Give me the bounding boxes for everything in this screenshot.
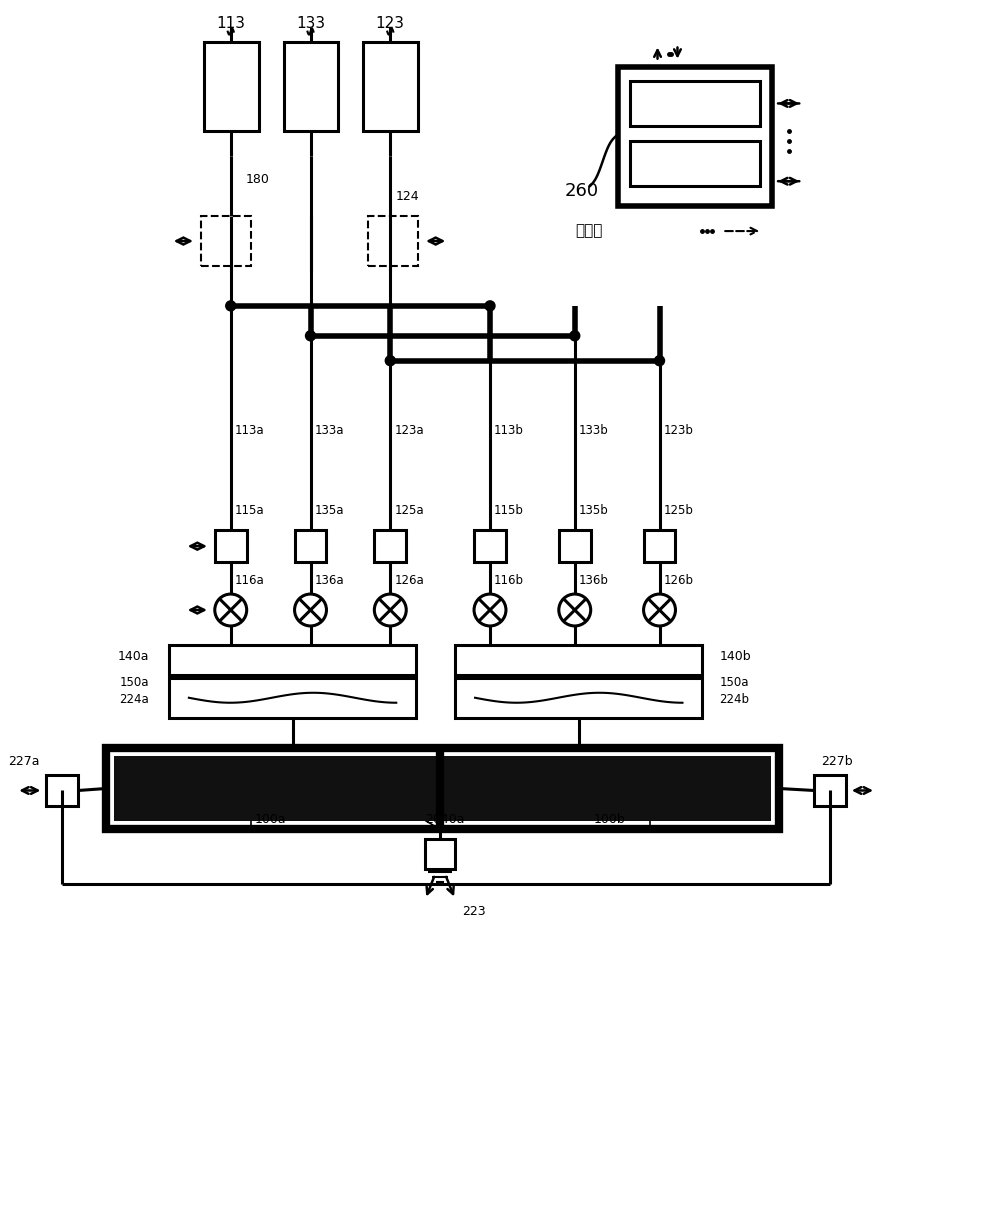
Text: 115b: 115b: [494, 504, 523, 516]
Text: 2040a: 2040a: [425, 813, 464, 825]
Circle shape: [294, 595, 327, 626]
Text: 信号線: 信号線: [575, 223, 602, 238]
Text: 150a: 150a: [119, 676, 149, 690]
Text: 135a: 135a: [315, 504, 344, 516]
Bar: [201, 216, 251, 266]
Bar: [374, 530, 406, 562]
Text: 126a: 126a: [395, 574, 424, 586]
Text: 125a: 125a: [395, 504, 424, 516]
Circle shape: [644, 595, 675, 626]
Bar: [106, 747, 779, 829]
Bar: [425, 839, 456, 869]
Text: 150a: 150a: [719, 676, 749, 690]
Bar: [630, 82, 761, 126]
Bar: [215, 530, 247, 562]
Text: 133: 133: [296, 16, 325, 32]
Text: 100b: 100b: [593, 813, 626, 825]
Bar: [618, 66, 772, 206]
Circle shape: [225, 300, 236, 311]
Bar: [169, 645, 416, 675]
Text: 180: 180: [246, 172, 270, 186]
Bar: [294, 530, 327, 562]
Circle shape: [559, 595, 590, 626]
Circle shape: [215, 595, 247, 626]
Bar: [559, 530, 590, 562]
Circle shape: [570, 331, 580, 341]
Circle shape: [654, 355, 664, 366]
Circle shape: [386, 355, 396, 366]
Text: 260: 260: [565, 182, 599, 200]
Circle shape: [374, 595, 406, 626]
Text: 116a: 116a: [235, 574, 265, 586]
Bar: [283, 42, 338, 132]
Text: 125b: 125b: [663, 504, 694, 516]
Text: 133b: 133b: [579, 424, 608, 437]
Text: 124: 124: [396, 189, 419, 203]
Bar: [204, 42, 259, 132]
Text: 126b: 126b: [663, 574, 694, 586]
Bar: [456, 645, 703, 675]
Bar: [46, 774, 78, 806]
Circle shape: [474, 595, 506, 626]
Text: 136b: 136b: [579, 574, 609, 586]
Text: 224b: 224b: [719, 694, 750, 706]
Bar: [630, 142, 761, 186]
Text: 223: 223: [462, 905, 486, 918]
Text: 140a: 140a: [117, 651, 149, 663]
Bar: [368, 216, 418, 266]
Bar: [456, 678, 703, 718]
Bar: [363, 42, 418, 132]
Circle shape: [305, 331, 316, 341]
Bar: [114, 756, 771, 822]
Text: 100a: 100a: [255, 813, 286, 825]
Text: 113b: 113b: [494, 424, 523, 437]
Text: 115a: 115a: [235, 504, 265, 516]
Bar: [474, 530, 506, 562]
Text: 116b: 116b: [494, 574, 524, 586]
Text: 133a: 133a: [315, 424, 344, 437]
Text: 123a: 123a: [395, 424, 424, 437]
Text: 224a: 224a: [119, 694, 149, 706]
Text: 227b: 227b: [821, 755, 853, 768]
Text: 123: 123: [376, 16, 404, 32]
Bar: [169, 678, 416, 718]
Text: 135b: 135b: [579, 504, 608, 516]
Text: 123b: 123b: [663, 424, 694, 437]
Text: 113a: 113a: [235, 424, 265, 437]
Bar: [814, 774, 846, 806]
Text: 227a: 227a: [8, 755, 39, 768]
Circle shape: [485, 300, 495, 311]
Text: 113: 113: [216, 16, 245, 32]
Bar: [644, 530, 675, 562]
Text: 136a: 136a: [315, 574, 344, 586]
Text: 140b: 140b: [719, 651, 751, 663]
